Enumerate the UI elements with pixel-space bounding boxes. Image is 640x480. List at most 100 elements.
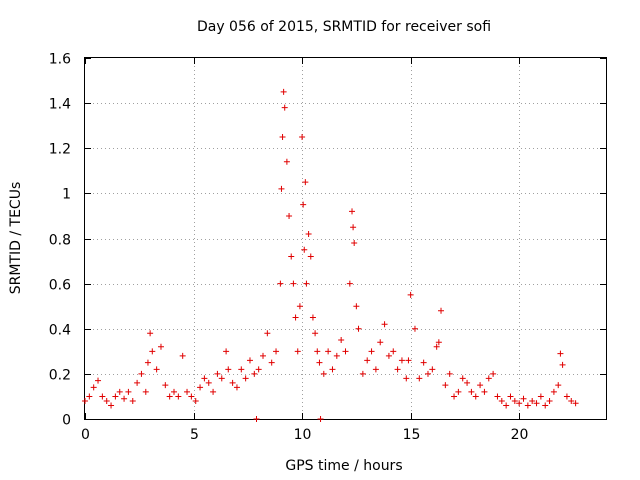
x-axis-label: GPS time / hours [285, 458, 402, 474]
data-point [302, 179, 309, 186]
x-tick-label: 0 [81, 427, 90, 443]
data-point [349, 208, 356, 215]
y-tick-label: 0 [62, 413, 71, 429]
data-point [438, 307, 445, 314]
data-point [90, 384, 97, 391]
data-point [277, 280, 284, 287]
data-point [494, 393, 501, 400]
axis-ticks: 0 5 10 15 20 0 0.2 0.4 0.6 0.8 1 1.2 1.4 1.6 [49, 52, 606, 443]
data-point [312, 330, 319, 337]
data-point [377, 339, 384, 346]
y-tick-label: 0.2 [49, 368, 71, 384]
data-point [210, 388, 217, 395]
data-point [407, 291, 414, 298]
data-point [403, 375, 410, 382]
data-point [233, 384, 240, 391]
data-point [162, 382, 169, 389]
data-point [333, 352, 340, 359]
data-point [253, 416, 260, 422]
data-point [451, 393, 458, 400]
data-point [188, 393, 195, 400]
data-point [411, 325, 418, 332]
y-tick-label: 0.4 [49, 323, 71, 339]
data-point [86, 393, 93, 400]
data-point [325, 348, 332, 355]
data-point [555, 382, 562, 389]
data-point [490, 370, 497, 377]
data-point [455, 388, 462, 395]
x-tick-label: 20 [511, 427, 529, 443]
data-point [372, 366, 379, 373]
data-point [429, 366, 436, 373]
data-point [317, 416, 324, 422]
data-point [268, 359, 275, 366]
data-point [116, 388, 123, 395]
data-point [314, 348, 321, 355]
y-axis-label: SRMTID / TECUs [8, 182, 24, 295]
data-point [129, 397, 136, 404]
data-point [138, 370, 145, 377]
data-point [147, 330, 154, 337]
data-point [112, 393, 119, 400]
data-point [368, 348, 375, 355]
data-point [350, 224, 357, 231]
data-point [192, 397, 199, 404]
data-point [280, 88, 287, 95]
data-point [524, 402, 531, 409]
data-point [320, 370, 327, 377]
data-point [420, 359, 427, 366]
chart-title: Day 056 of 2015, SRMTID for receiver sof… [197, 19, 491, 35]
data-point [197, 384, 204, 391]
data-point [481, 388, 488, 395]
data-point [238, 366, 245, 373]
data-point [301, 246, 308, 253]
data-point [394, 366, 401, 373]
data-point [359, 370, 366, 377]
data-point [485, 375, 492, 382]
data-point [214, 370, 221, 377]
y-tick-label: 0.8 [49, 233, 71, 249]
plot-frame [84, 57, 607, 420]
data-point [355, 325, 362, 332]
data-point [433, 343, 440, 350]
data-point [171, 388, 178, 395]
data-point [572, 400, 579, 407]
x-tick-label: 15 [403, 427, 421, 443]
data-point [424, 370, 431, 377]
data-point [121, 395, 128, 402]
data-point [351, 240, 358, 247]
data-point [498, 397, 505, 404]
data-point [157, 343, 164, 350]
data-point [142, 388, 149, 395]
x-tick-label: 10 [294, 427, 312, 443]
data-point [398, 357, 405, 364]
data-point [242, 375, 249, 382]
data-point [166, 393, 173, 400]
data-point [125, 388, 132, 395]
data-point [507, 393, 514, 400]
data-points [82, 88, 579, 422]
data-point [442, 382, 449, 389]
data-point [529, 397, 536, 404]
data-point [353, 303, 360, 310]
data-point [294, 348, 301, 355]
data-point [459, 375, 466, 382]
data-point [278, 185, 285, 192]
data-point [281, 104, 288, 111]
data-point [516, 400, 523, 407]
y-tick-label: 1 [62, 187, 71, 203]
data-point [299, 133, 306, 140]
y-tick-label: 0.6 [49, 278, 71, 294]
data-point [381, 321, 388, 328]
grid-lines [85, 58, 606, 419]
data-point [246, 357, 253, 364]
data-point [316, 359, 323, 366]
data-point [405, 357, 412, 364]
data-point [342, 348, 349, 355]
data-point [288, 253, 295, 260]
data-point [175, 393, 182, 400]
data-point [255, 366, 262, 373]
data-point [300, 201, 307, 208]
data-point [229, 379, 236, 386]
